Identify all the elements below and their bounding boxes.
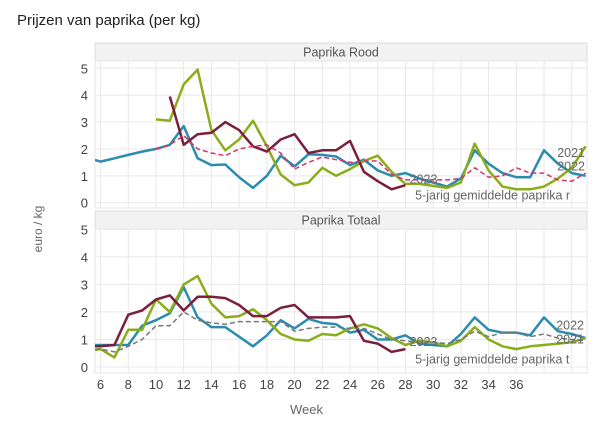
x-tick-label: 16 (232, 377, 246, 392)
x-tick-label: 34 (481, 377, 495, 392)
y-tick-label: 1 (81, 169, 88, 184)
x-tick-label: 26 (370, 377, 384, 392)
series-end-label: 2021 (557, 146, 585, 160)
x-tick-label: 10 (149, 377, 163, 392)
plot-area (94, 228, 588, 374)
panel-title: Paprika Totaal (302, 214, 381, 228)
x-tick-label: 20 (287, 377, 301, 392)
y-tick-label: 0 (81, 196, 88, 211)
y-tick-label: 5 (81, 61, 88, 76)
y-tick-label: 4 (81, 250, 88, 265)
y-tick-label: 2 (81, 142, 88, 157)
plot-area (94, 60, 588, 209)
y-tick-label: 2 (81, 305, 88, 320)
series-end-label: 5-jarig gemiddelde paprika t (415, 353, 570, 367)
x-tick-label: 22 (315, 377, 329, 392)
y-tick-label: 0 (81, 360, 88, 375)
series-line-5-jarig-gemiddelde-paprika-t (95, 311, 586, 353)
series-end-label: 2023 (410, 335, 438, 349)
x-tick-label: 36 (509, 377, 523, 392)
panel-title: Paprika Rood (303, 46, 379, 60)
series-end-label: 5-jarig gemiddelde paprika r (415, 189, 570, 203)
y-tick-label: 1 (81, 332, 88, 347)
x-tick-label: 6 (97, 377, 104, 392)
x-tick-label: 28 (398, 377, 412, 392)
x-tick-label: 14 (204, 377, 218, 392)
series-line-2021 (95, 274, 586, 359)
series-end-label: 2022 (556, 319, 584, 333)
series-end-label: 2021 (556, 332, 584, 346)
x-tick-label: 8 (125, 377, 132, 392)
y-tick-label: 3 (81, 115, 88, 130)
series-end-label: 2023 (410, 173, 438, 187)
chart-title: Prijzen van paprika (per kg) (17, 12, 201, 29)
series-line-5-jarig-gemiddelde-paprika-r (155, 134, 586, 182)
series-line-2023 (168, 96, 406, 191)
series-end-label: 2022 (557, 159, 585, 173)
x-tick-label: 24 (343, 377, 357, 392)
x-tick-label: 12 (176, 377, 190, 392)
y-tick-label: 5 (81, 222, 88, 237)
series-line-2023 (95, 294, 406, 354)
x-tick-label: 18 (260, 377, 274, 392)
x-axis-label: Week (290, 402, 323, 417)
x-tick-label: 32 (454, 377, 468, 392)
y-tick-label: 4 (81, 88, 88, 103)
x-tick-label: 30 (426, 377, 440, 392)
y-tick-label: 3 (81, 277, 88, 292)
